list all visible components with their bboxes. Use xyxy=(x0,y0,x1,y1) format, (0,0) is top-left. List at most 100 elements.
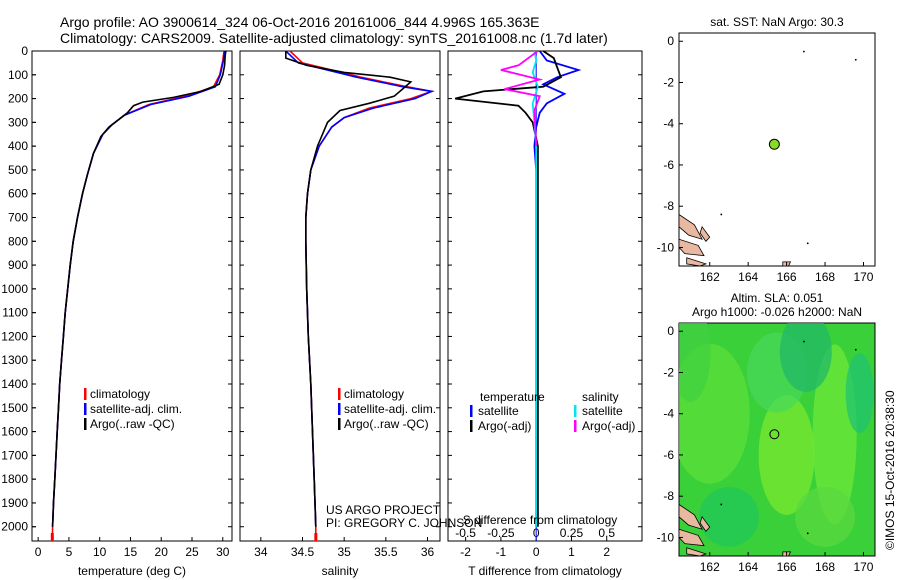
sla-anomaly-patch xyxy=(845,353,874,434)
argo-float-marker xyxy=(768,138,780,150)
lat-tick-label: -6 xyxy=(663,448,674,462)
small-island xyxy=(854,58,857,61)
climatology-bottom-marker xyxy=(50,533,54,541)
small-island xyxy=(806,532,809,535)
lat-tick-label: 0 xyxy=(667,34,674,48)
legend-swatch xyxy=(470,405,473,417)
map-content xyxy=(679,323,874,556)
temperature-tick-label: 5 xyxy=(66,545,73,559)
sla-anomaly-patch xyxy=(812,344,857,525)
salinity-axis-label: salinity xyxy=(322,564,359,578)
depth-tick-label: 100 xyxy=(8,68,28,82)
temperature-series-2 xyxy=(51,51,227,527)
legend-swatch xyxy=(574,405,577,417)
legend-swatch xyxy=(338,403,341,415)
depth-tick-label: 300 xyxy=(8,115,28,129)
depth-tick-label: 1600 xyxy=(1,425,28,439)
lon-tick-label: 162 xyxy=(700,270,720,284)
legend-label: Argo(-adj) xyxy=(582,419,635,433)
legend-label: Argo(..raw -QC) xyxy=(90,417,175,431)
lon-tick-label: 164 xyxy=(738,270,758,284)
t-diff-tick-label: -2 xyxy=(460,545,471,559)
lon-tick-label: 162 xyxy=(700,560,720,574)
sst-map: 162 164 166 168 170 0 -2 -4 -6 -8 -10 xyxy=(657,34,874,284)
legend-swatch xyxy=(338,418,341,430)
lat-tick-label: -6 xyxy=(663,158,674,172)
salinity-tick-label: 35.5 xyxy=(374,545,398,559)
land-island xyxy=(679,528,705,547)
depth-tick-label: 1100 xyxy=(2,306,28,320)
depth-tick-label: 700 xyxy=(8,211,28,225)
depth-axis: 0 100 200 300 400 500 600 700 800 900 1000 1100 1200… xyxy=(1,44,36,534)
difference-panel-frame xyxy=(447,50,643,542)
depth-tick-label: 800 xyxy=(8,234,28,248)
climatology-bottom-marker xyxy=(314,533,318,541)
t-diff-tick-label: 1 xyxy=(568,545,575,559)
legend-label: Argo(..raw -QC) xyxy=(344,417,429,431)
lat-tick-label: -2 xyxy=(663,365,674,379)
land-island xyxy=(679,238,705,257)
legend-swatch xyxy=(84,388,87,400)
lon-tick-label: 166 xyxy=(777,560,797,574)
salinity-series-group xyxy=(284,51,435,541)
sla-map-title: Altim. SLA: 0.051 xyxy=(731,291,824,305)
lat-tick-label: -10 xyxy=(657,240,675,254)
s-diff-tick-label: -0.5 xyxy=(455,526,476,540)
depth-tick-label: 1300 xyxy=(1,353,28,367)
land-island xyxy=(686,257,708,266)
s-difference-axis-label: S difference from climatology xyxy=(463,513,618,527)
credit-pi: PI: GREGORY C. JOHNSON xyxy=(326,516,482,530)
lon-tick-label: 170 xyxy=(853,560,873,574)
land-island xyxy=(699,225,711,242)
sla-anomaly-patch xyxy=(679,323,711,402)
legend-title-temperature: temperature xyxy=(480,390,545,404)
lat-tick-label: 0 xyxy=(667,324,674,338)
s-diff-tick-label: 0.5 xyxy=(598,526,615,540)
argo-float-marker xyxy=(769,429,780,440)
land-island xyxy=(679,214,703,240)
t-diff-tick-label: 2 xyxy=(603,545,610,559)
depth-tick-label: 900 xyxy=(8,258,28,272)
lon-tick-label: 170 xyxy=(853,270,873,284)
lat-tick-label: -4 xyxy=(663,117,674,131)
salinity-series-1 xyxy=(285,51,435,527)
imos-watermark: ©IMOS 15-Oct-2016 20:38:30 xyxy=(883,390,897,550)
temperature-tick-label: 0 xyxy=(35,545,42,559)
small-island xyxy=(854,348,857,351)
lon-tick-label: 168 xyxy=(815,270,835,284)
temperature-tick-label: 20 xyxy=(155,545,169,559)
lat-tick-label: -10 xyxy=(657,530,675,544)
temperature-tick-label: 25 xyxy=(185,545,199,559)
salinity-series-2 xyxy=(284,51,413,527)
depth-tick-label: 1200 xyxy=(1,329,28,343)
figure-title-line1: Argo profile: AO 3900614_324 06-Oct-2016… xyxy=(60,14,540,30)
legend-swatch xyxy=(338,388,341,400)
salinity-panel: 34 34.5 35 35.5 36 climatologysatellite-adj. … xyxy=(240,50,440,559)
temperature-series-0 xyxy=(51,51,225,541)
legend-label: satellite-adj. clim. xyxy=(344,402,436,416)
sla-map: 162 164 166 168 170 0 -2 -4 -6 -8 -10 xyxy=(657,323,874,574)
temperature-series-1 xyxy=(51,51,226,527)
legend-title-salinity: salinity xyxy=(582,390,619,404)
salinity-tick-label: 36 xyxy=(421,545,435,559)
temperature-tick-label: 15 xyxy=(124,545,138,559)
salinity-panel-frame xyxy=(239,50,441,542)
lat-tick-label: -4 xyxy=(663,407,674,421)
sst-map-frame xyxy=(678,32,876,267)
legend-label: climatology xyxy=(344,387,404,401)
temperature-tick-label: 30 xyxy=(216,545,230,559)
depth-tick-label: 1500 xyxy=(1,401,28,415)
sla-anomaly-patch xyxy=(779,323,832,392)
legend-label: satellite-adj. clim. xyxy=(90,402,182,416)
sla-anomaly-patch xyxy=(758,394,815,515)
legend-swatch xyxy=(470,420,473,432)
depth-tick-label: 500 xyxy=(8,163,28,177)
difference-series-1 xyxy=(454,51,563,527)
land-island xyxy=(679,504,703,530)
small-island xyxy=(720,213,723,216)
lat-tick-label: -2 xyxy=(663,75,674,89)
depth-tick-label: 2000 xyxy=(1,520,28,534)
map-content xyxy=(679,50,857,266)
